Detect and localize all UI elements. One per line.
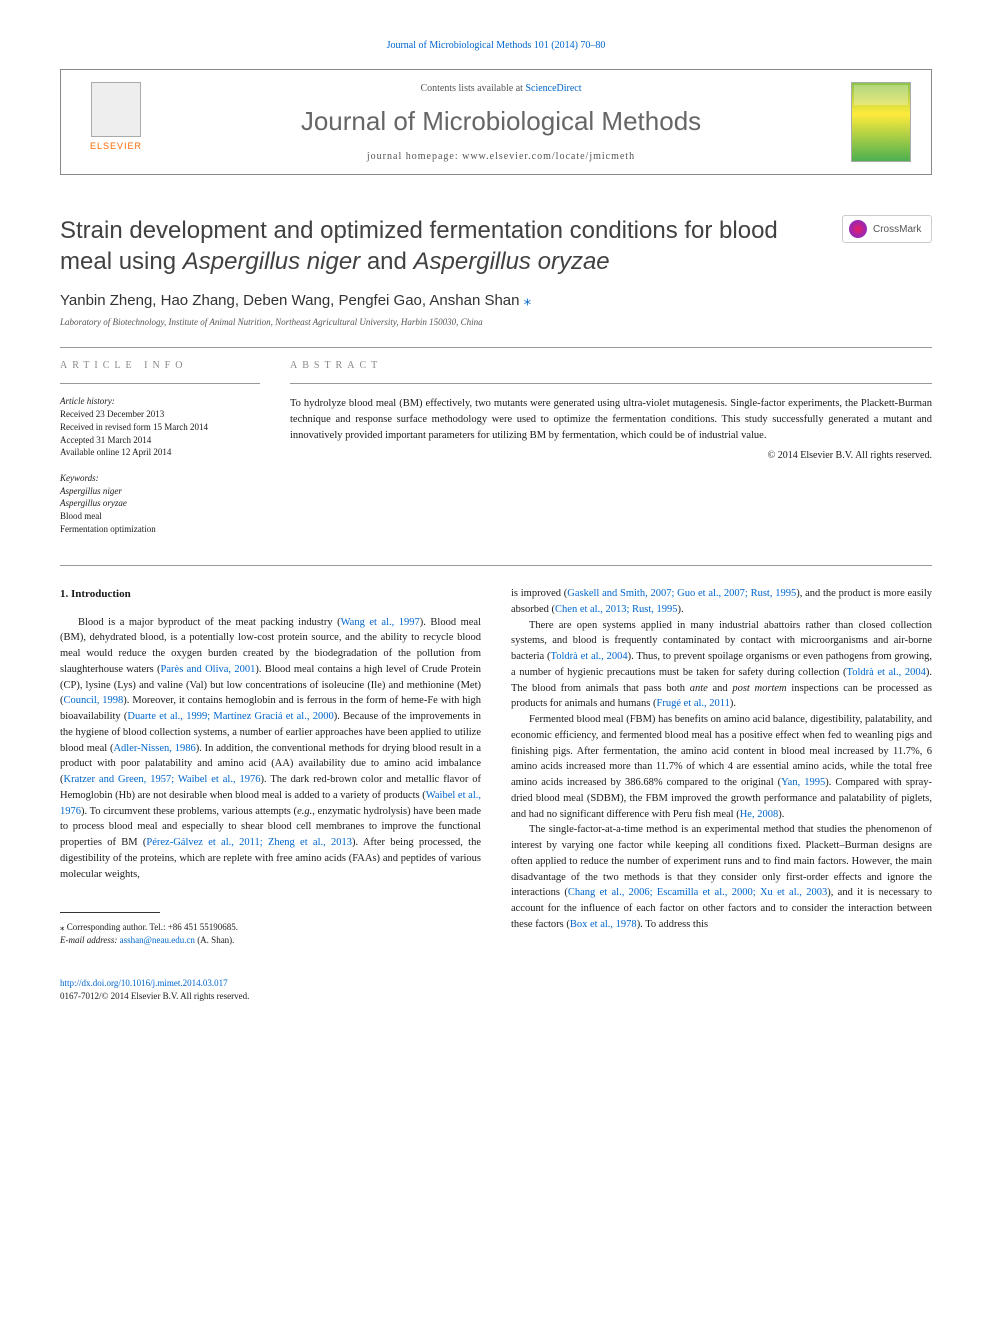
history-label: Article history: <box>60 396 260 406</box>
crossmark-badge[interactable]: CrossMark <box>842 215 932 243</box>
keywords-label: Keywords: <box>60 473 260 483</box>
corr-email-link[interactable]: asshan@neau.edu.cn <box>120 935 195 945</box>
homepage-prefix: journal homepage: <box>367 151 462 162</box>
journal-homepage: journal homepage: www.elsevier.com/locat… <box>151 151 851 162</box>
meta-row: article info Article history: Received 2… <box>60 360 932 535</box>
body-columns: 1. Introduction Blood is a major byprodu… <box>60 586 932 1003</box>
contents-prefix: Contents lists available at <box>420 83 525 94</box>
divider <box>290 383 932 384</box>
doi-link[interactable]: http://dx.doi.org/10.1016/j.mimet.2014.0… <box>60 978 228 988</box>
keyword: Aspergillus oryzae <box>60 497 260 510</box>
homepage-url[interactable]: www.elsevier.com/locate/jmicmeth <box>462 151 635 162</box>
contents-line: Contents lists available at ScienceDirec… <box>151 83 851 94</box>
keyword: Blood meal <box>60 510 260 523</box>
abstract-copyright: © 2014 Elsevier B.V. All rights reserved… <box>290 450 932 461</box>
divider <box>60 347 932 348</box>
bottom-info: http://dx.doi.org/10.1016/j.mimet.2014.0… <box>60 977 481 1004</box>
journal-name: Journal of Microbiological Methods <box>151 106 851 137</box>
corresponding-star-icon: ⁎ <box>524 292 532 309</box>
history-item: Accepted 31 March 2014 <box>60 434 260 447</box>
article-title: Strain development and optimized ferment… <box>60 215 842 277</box>
footnote-separator <box>60 912 160 913</box>
body-paragraph: Fermented blood meal (FBM) has benefits … <box>511 712 932 822</box>
body-paragraph: The single-factor-at-a-time method is an… <box>511 822 932 932</box>
history-item: Received in revised form 15 March 2014 <box>60 421 260 434</box>
body-paragraph: Blood is a major byproduct of the meat p… <box>60 615 481 883</box>
abstract-label: abstract <box>290 360 932 371</box>
email-label: E-mail address: <box>60 935 117 945</box>
journal-header: ELSEVIER Contents lists available at Sci… <box>60 69 932 175</box>
corresponding-footnote: ⁎ Corresponding author. Tel.: +86 451 55… <box>60 921 481 946</box>
article-info-label: article info <box>60 360 260 371</box>
crossmark-icon <box>849 220 867 238</box>
article-info-block: article info Article history: Received 2… <box>60 360 260 535</box>
keyword: Fermentation optimization <box>60 523 260 536</box>
email-suffix: (A. Shan). <box>195 935 235 945</box>
title-row: Strain development and optimized ferment… <box>60 215 932 277</box>
divider <box>60 565 932 566</box>
keyword: Aspergillus niger <box>60 485 260 498</box>
corr-author-line: ⁎ Corresponding author. Tel.: +86 451 55… <box>60 921 481 934</box>
journal-citation[interactable]: Journal of Microbiological Methods 101 (… <box>60 40 932 51</box>
authors: Yanbin Zheng, Hao Zhang, Deben Wang, Pen… <box>60 291 932 309</box>
abstract-block: abstract To hydrolyze blood meal (BM) ef… <box>290 360 932 535</box>
issn-copyright: 0167-7012/© 2014 Elsevier B.V. All right… <box>60 990 481 1004</box>
publisher-logo: ELSEVIER <box>81 82 151 162</box>
author-list: Yanbin Zheng, Hao Zhang, Deben Wang, Pen… <box>60 292 520 309</box>
crossmark-label: CrossMark <box>873 224 921 235</box>
body-paragraph: There are open systems applied in many i… <box>511 618 932 713</box>
intro-heading: 1. Introduction <box>60 586 481 603</box>
body-column-right: is improved (Gaskell and Smith, 2007; Gu… <box>511 586 932 1003</box>
corr-email-line: E-mail address: asshan@neau.edu.cn (A. S… <box>60 934 481 947</box>
history-item: Available online 12 April 2014 <box>60 446 260 459</box>
divider <box>60 383 260 384</box>
journal-cover-icon <box>851 82 911 162</box>
history-item: Received 23 December 2013 <box>60 408 260 421</box>
affiliation: Laboratory of Biotechnology, Institute o… <box>60 317 932 327</box>
body-paragraph: is improved (Gaskell and Smith, 2007; Gu… <box>511 586 932 618</box>
abstract-text: To hydrolyze blood meal (BM) effectively… <box>290 396 932 443</box>
body-column-left: 1. Introduction Blood is a major byprodu… <box>60 586 481 1003</box>
header-center: Contents lists available at ScienceDirec… <box>151 83 851 162</box>
elsevier-tree-icon <box>91 82 141 137</box>
sciencedirect-link[interactable]: ScienceDirect <box>525 83 581 94</box>
publisher-name: ELSEVIER <box>90 141 142 151</box>
